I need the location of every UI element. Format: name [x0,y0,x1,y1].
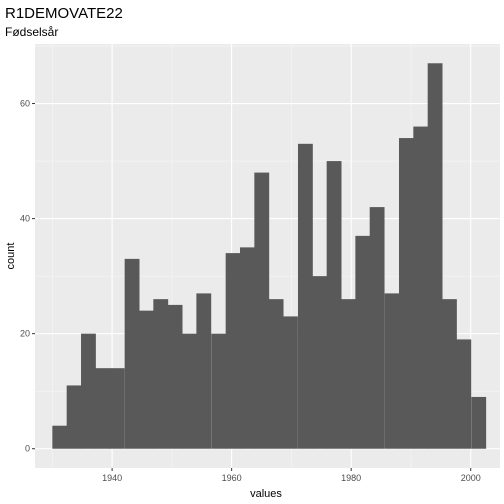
histogram-bar [124,258,140,449]
histogram-bar [369,207,385,449]
histogram-bar [225,253,241,449]
y-axis-label: count [5,243,17,270]
histogram-bar [384,293,400,449]
x-tick-label: 1980 [341,473,361,483]
histogram-bar [182,333,197,449]
histogram-bar [138,310,154,449]
histogram-bar [442,299,457,449]
histogram-bar [109,368,125,449]
histogram-bar [52,425,68,449]
x-tick-label: 2000 [461,473,481,483]
histogram-bar [196,293,212,449]
histogram-bar [312,276,328,449]
histogram-bar [326,161,342,449]
histogram-bar [66,385,82,449]
chart-title: R1DEMOVATE22 [5,5,123,22]
x-tick-label: 1940 [102,473,122,483]
y-tick-label: 60 [20,99,30,109]
y-tick-label: 40 [20,214,30,224]
histogram-bar [153,299,169,449]
histogram-bar [471,396,487,449]
histogram-bar [297,143,313,449]
histogram-bar [81,333,96,449]
y-tick-label: 20 [20,329,30,339]
histogram-bar [427,63,443,449]
histogram-bar [254,172,270,449]
x-axis: 1940 1960 1980 2000 [102,468,481,483]
x-tick-label: 1960 [222,473,242,483]
histogram-bar [283,316,298,449]
histogram-bar [341,299,356,449]
histogram-bar [268,299,284,449]
histogram-bar [211,333,227,449]
chart-subtitle: Fødselsår [5,25,58,39]
histogram-bar [456,339,472,449]
histogram-bar [240,247,255,449]
histogram-bar [398,138,414,449]
y-tick-label: 0 [25,444,30,454]
histogram-bar [413,126,429,449]
x-axis-label: values [250,488,282,500]
histogram-bars [52,63,487,449]
y-axis: 0 20 40 60 [20,99,35,454]
histogram-bar [167,304,183,449]
histogram-bar [355,235,371,449]
histogram-bar [95,368,111,449]
